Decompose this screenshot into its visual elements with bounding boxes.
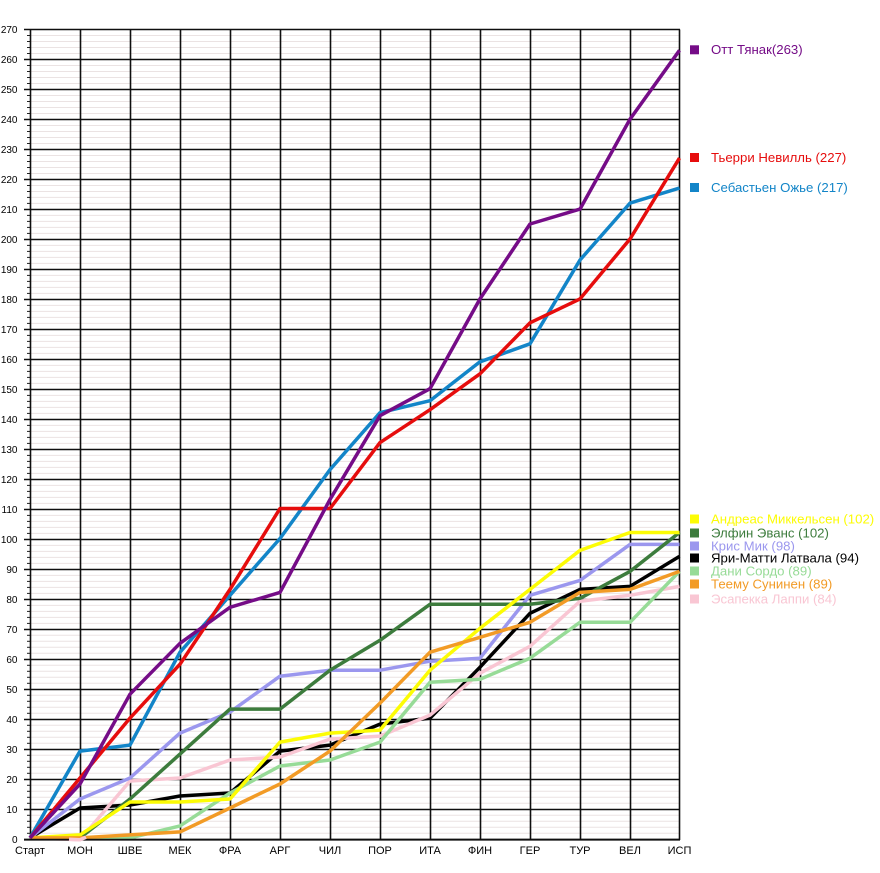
svg-text:ФРА: ФРА bbox=[219, 845, 242, 857]
svg-text:АРГ: АРГ bbox=[270, 845, 291, 857]
svg-text:190: 190 bbox=[1, 265, 18, 276]
svg-text:ШВЕ: ШВЕ bbox=[118, 845, 143, 857]
svg-text:ФИН: ФИН bbox=[468, 845, 492, 857]
svg-text:270: 270 bbox=[1, 25, 18, 36]
svg-text:260: 260 bbox=[1, 55, 18, 66]
svg-text:80: 80 bbox=[6, 595, 18, 606]
svg-text:70: 70 bbox=[6, 625, 18, 636]
svg-text:ИСП: ИСП bbox=[668, 845, 692, 857]
svg-text:Эсапекка Лаппи (84): Эсапекка Лаппи (84) bbox=[711, 591, 836, 606]
svg-text:230: 230 bbox=[1, 145, 18, 156]
svg-text:220: 220 bbox=[1, 175, 18, 186]
svg-text:МОН: МОН bbox=[67, 845, 93, 857]
svg-text:ЧИЛ: ЧИЛ bbox=[319, 845, 341, 857]
svg-text:210: 210 bbox=[1, 205, 18, 216]
svg-text:ПОР: ПОР bbox=[368, 845, 392, 857]
svg-text:Яри-Матти Латвала (94): Яри-Матти Латвала (94) bbox=[711, 550, 859, 565]
svg-text:100: 100 bbox=[1, 535, 18, 546]
svg-text:60: 60 bbox=[6, 655, 18, 666]
svg-text:200: 200 bbox=[1, 235, 18, 246]
svg-text:ВЕЛ: ВЕЛ bbox=[619, 845, 641, 857]
svg-text:240: 240 bbox=[1, 115, 18, 126]
svg-text:Крис Мик (98): Крис Мик (98) bbox=[711, 538, 795, 553]
svg-text:Старт: Старт bbox=[15, 845, 45, 857]
svg-text:Андреас Миккельсен (102): Андреас Миккельсен (102) bbox=[711, 511, 874, 526]
svg-text:50: 50 bbox=[6, 685, 18, 696]
svg-text:МЕК: МЕК bbox=[169, 845, 193, 857]
svg-text:40: 40 bbox=[6, 715, 18, 726]
svg-text:150: 150 bbox=[1, 385, 18, 396]
svg-text:110: 110 bbox=[2, 505, 18, 516]
svg-text:Отт Тянак(263): Отт Тянак(263) bbox=[711, 42, 803, 57]
svg-text:20: 20 bbox=[6, 775, 18, 786]
svg-text:180: 180 bbox=[1, 295, 18, 306]
svg-text:160: 160 bbox=[1, 355, 18, 366]
svg-text:Дани Сордо (89): Дани Сордо (89) bbox=[711, 563, 812, 578]
svg-text:10: 10 bbox=[6, 805, 18, 816]
svg-text:250: 250 bbox=[1, 85, 18, 96]
svg-text:90: 90 bbox=[6, 565, 18, 576]
svg-text:Теему Сунинен (89): Теему Сунинен (89) bbox=[711, 576, 832, 591]
svg-text:Себастьен Ожье (217): Себастьен Ожье (217) bbox=[711, 180, 848, 195]
svg-text:130: 130 bbox=[1, 445, 18, 456]
svg-text:30: 30 bbox=[6, 745, 18, 756]
svg-text:Тьерри Невилль (227): Тьерри Невилль (227) bbox=[711, 150, 846, 165]
svg-text:140: 140 bbox=[1, 415, 18, 426]
svg-text:170: 170 bbox=[1, 325, 18, 336]
svg-text:ГЕР: ГЕР bbox=[520, 845, 541, 857]
svg-text:Элфин Эванс (102): Элфин Эванс (102) bbox=[711, 525, 829, 540]
svg-text:120: 120 bbox=[1, 475, 18, 486]
svg-text:ТУР: ТУР bbox=[569, 845, 590, 857]
svg-text:0: 0 bbox=[12, 835, 18, 846]
svg-text:ИТА: ИТА bbox=[419, 845, 441, 857]
